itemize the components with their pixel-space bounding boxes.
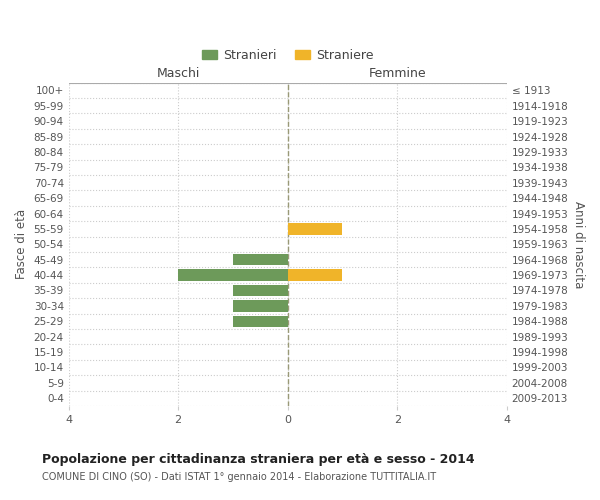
Bar: [287, 270, 343, 281]
Bar: [233, 254, 287, 266]
Text: Femmine: Femmine: [368, 68, 426, 80]
Text: COMUNE DI CINO (SO) - Dati ISTAT 1° gennaio 2014 - Elaborazione TUTTITALIA.IT: COMUNE DI CINO (SO) - Dati ISTAT 1° genn…: [42, 472, 436, 482]
Y-axis label: Anni di nascita: Anni di nascita: [572, 200, 585, 288]
Bar: [233, 300, 287, 312]
Text: Popolazione per cittadinanza straniera per età e sesso - 2014: Popolazione per cittadinanza straniera p…: [42, 452, 475, 466]
Bar: [233, 316, 287, 327]
Bar: [287, 223, 343, 234]
Bar: [233, 284, 287, 296]
Text: Maschi: Maschi: [157, 68, 200, 80]
Legend: Stranieri, Straniere: Stranieri, Straniere: [197, 44, 379, 66]
Y-axis label: Fasce di età: Fasce di età: [15, 209, 28, 280]
Bar: [178, 270, 287, 281]
